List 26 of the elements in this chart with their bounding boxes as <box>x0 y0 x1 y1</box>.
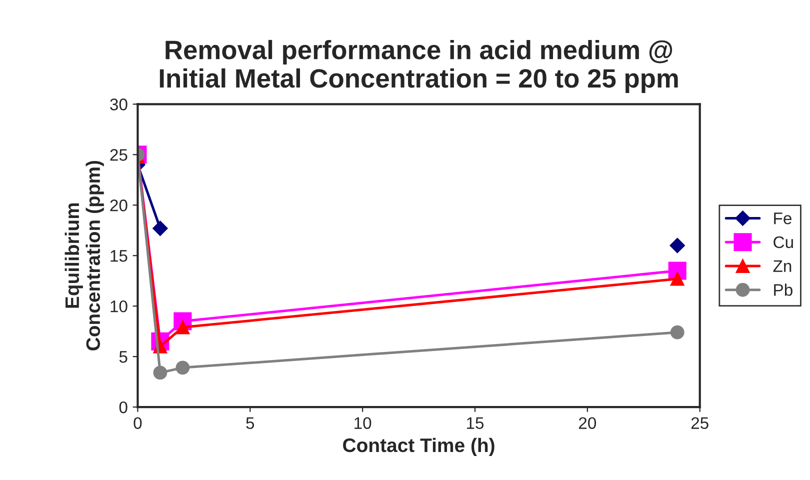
legend-label: Cu <box>774 236 793 248</box>
point <box>670 272 684 286</box>
x-tick-label: 5 <box>246 417 254 430</box>
point <box>153 366 168 380</box>
point <box>670 238 685 254</box>
chart-title: Removal performance in acid medium @ Initial Metal Concentration = 20 to 25 ppm <box>160 40 678 93</box>
point <box>670 325 684 340</box>
point <box>152 220 168 236</box>
x-tick-label: 15 <box>466 417 484 430</box>
y-tick-label: 15 <box>110 250 128 262</box>
y-tick-label: 30 <box>110 98 128 110</box>
x-axis-title: Contact Time (h) <box>343 438 494 456</box>
y-tick-label: 25 <box>110 149 128 161</box>
y-axis-title: Equilibrium Concentration (ppm) <box>64 160 104 350</box>
x-tick-label: 0 <box>134 417 142 430</box>
x-tick-label: 10 <box>354 417 372 430</box>
y-tick-label: 0 <box>119 401 128 414</box>
x-tick-label: 20 <box>578 417 596 430</box>
y-tick-label: 5 <box>119 351 128 363</box>
legend-label: Pb <box>774 284 792 296</box>
legend-label: Fe <box>774 212 792 224</box>
x-tick-label: 25 <box>691 417 708 430</box>
legend-label: Zn <box>773 260 792 272</box>
y-tick-label: 10 <box>110 300 128 312</box>
y-tick-label: 20 <box>110 200 128 212</box>
point <box>176 360 190 375</box>
